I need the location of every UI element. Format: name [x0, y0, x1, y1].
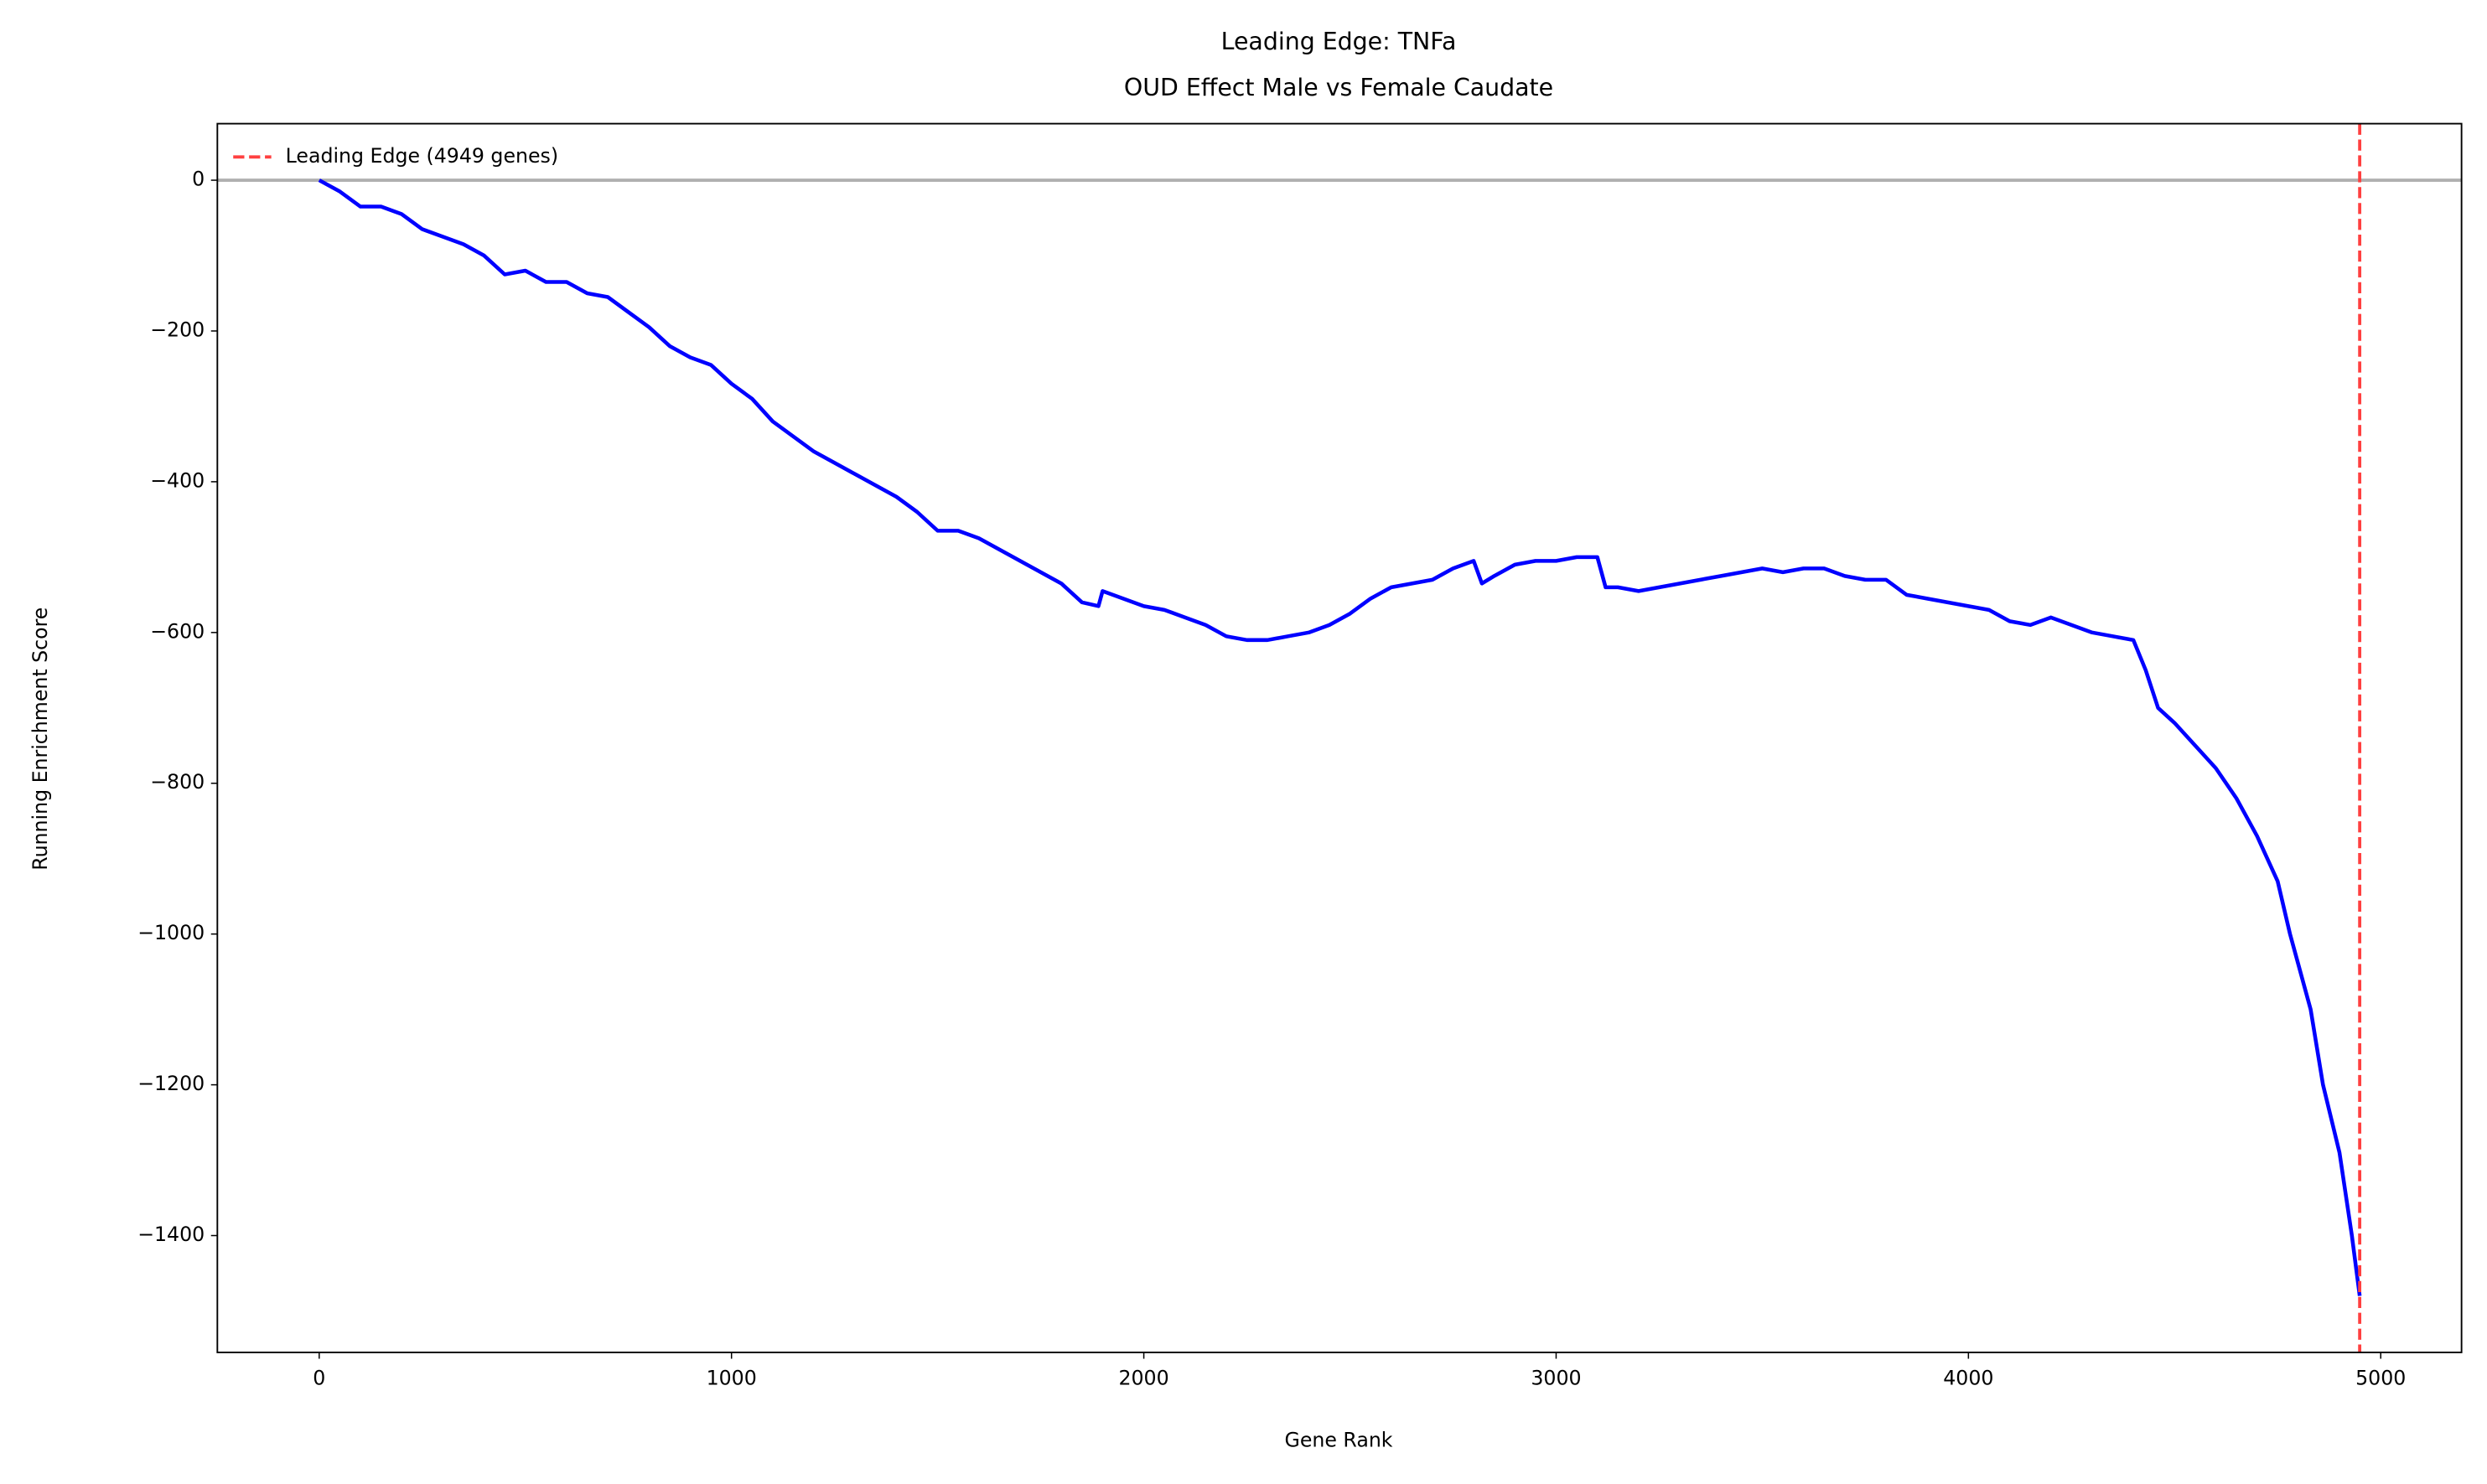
- y-tick-label: 0: [192, 168, 205, 191]
- x-tick-label: 5000: [2355, 1367, 2406, 1390]
- y-tick-label: −400: [150, 468, 205, 492]
- plot-frame: [216, 122, 2463, 1353]
- x-tick-label: 3000: [1531, 1367, 1581, 1390]
- chart-subtitle: OUD Effect Male vs Female Caudate: [1124, 74, 1553, 101]
- legend-label: Leading Edge (4949 genes): [286, 144, 558, 168]
- y-tick-label: −800: [150, 770, 205, 794]
- enrichment-line: [318, 178, 2362, 1296]
- y-tick-label: −1000: [137, 921, 205, 944]
- x-axis-label: Gene Rank: [1285, 1428, 1393, 1451]
- y-tick-label: −200: [150, 318, 205, 341]
- y-tick-label: −600: [150, 619, 205, 643]
- x-tick-label: 4000: [1943, 1367, 1993, 1390]
- x-tick-label: 2000: [1118, 1367, 1168, 1390]
- y-axis-label: Running Enrichment Score: [28, 608, 52, 871]
- y-tick-label: −1400: [137, 1223, 205, 1246]
- chart-title: Leading Edge: TNFa: [1221, 28, 1457, 55]
- y-tick-label: −1200: [137, 1072, 205, 1095]
- x-tick-label: 1000: [707, 1367, 757, 1390]
- x-tick-label: 0: [313, 1367, 325, 1390]
